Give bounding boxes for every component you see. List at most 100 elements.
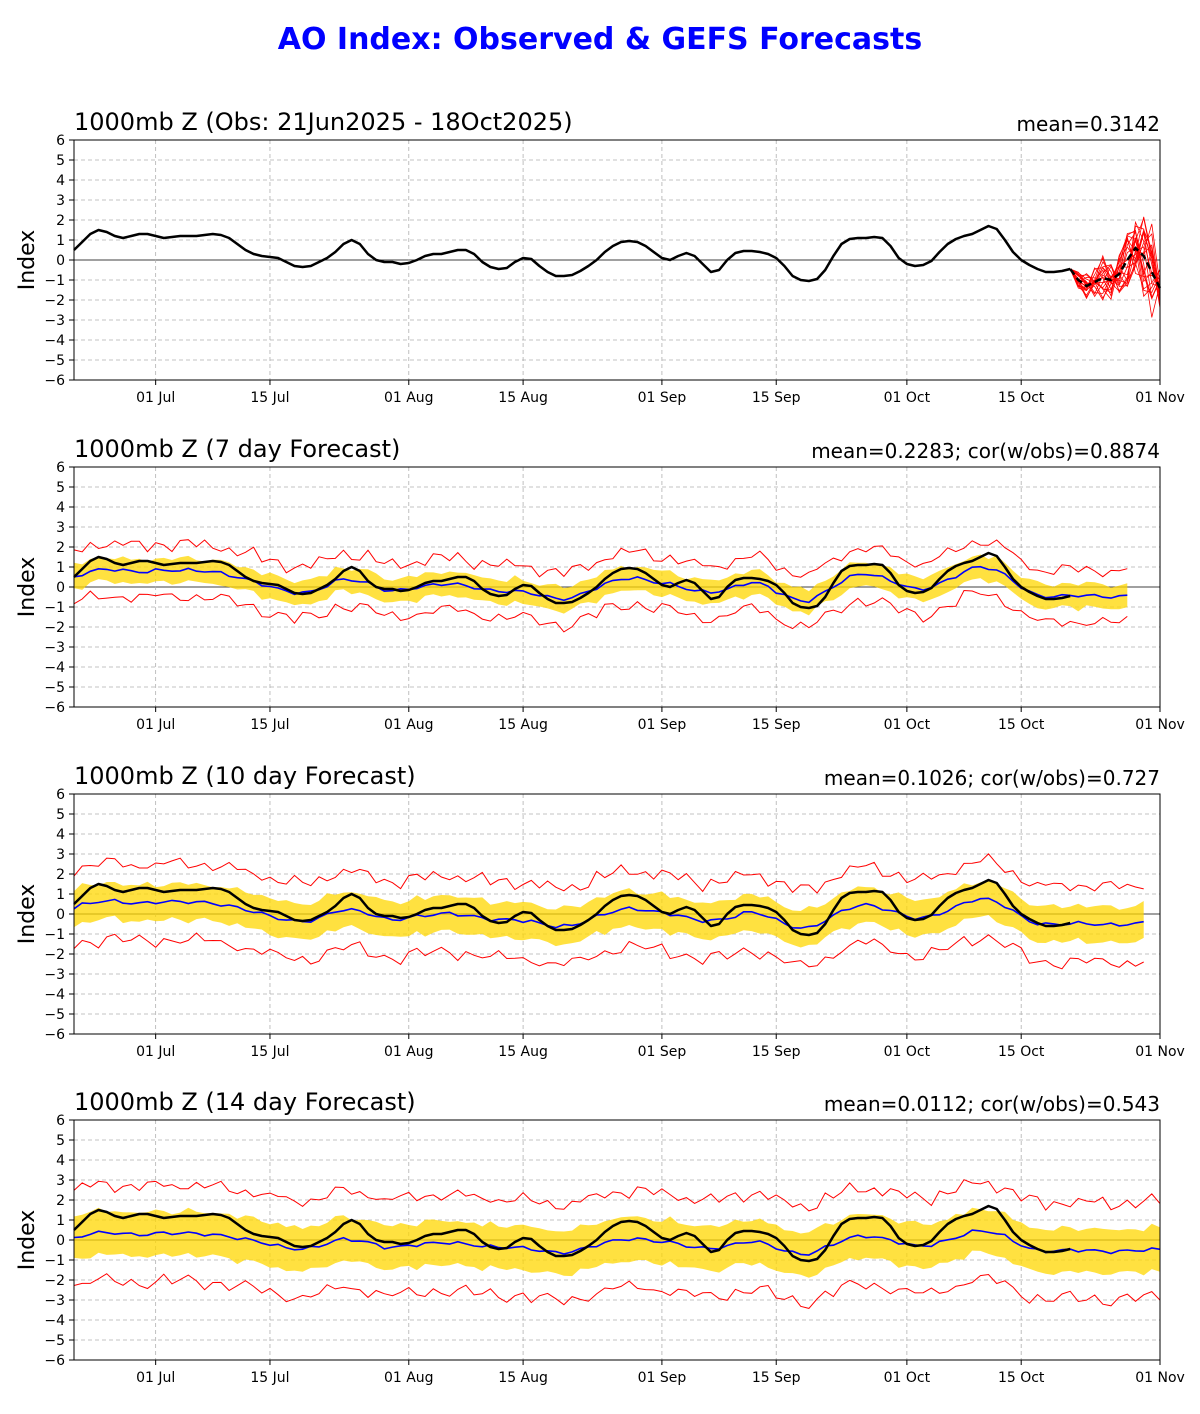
y-tick-label: −5 bbox=[44, 353, 65, 369]
x-tick-label: 01 Jul bbox=[136, 390, 175, 406]
panel-10day: 1000mb Z (10 day Forecast) mean=0.1026; … bbox=[0, 762, 1200, 1088]
y-axis-label: Index bbox=[15, 884, 40, 945]
x-tick-label: 15 Aug bbox=[498, 717, 548, 733]
x-tick-label: 01 Sep bbox=[638, 717, 687, 733]
ensemble-mean-line bbox=[73, 897, 1144, 929]
y-tick-label: 6 bbox=[56, 460, 65, 476]
plot-border bbox=[73, 793, 1161, 1035]
y-tick-label: −4 bbox=[44, 333, 65, 349]
panel-observed: 1000mb Z (Obs: 21Jun2025 - 18Oct2025) me… bbox=[0, 108, 1200, 434]
panel-title: 1000mb Z (14 day Forecast) bbox=[74, 1088, 416, 1116]
x-tick-label: 15 Sep bbox=[752, 1044, 801, 1060]
observed-line bbox=[73, 1204, 1071, 1263]
x-tick-label: 01 Aug bbox=[384, 390, 434, 406]
y-tick-label: −2 bbox=[44, 620, 65, 636]
observed-line bbox=[73, 878, 1071, 937]
y-tick-label: 3 bbox=[56, 847, 65, 863]
y-tick-label: 0 bbox=[56, 253, 65, 269]
observed-line bbox=[73, 224, 1071, 283]
y-tick-label: 4 bbox=[56, 827, 65, 843]
x-tick-label: 01 Nov bbox=[1135, 717, 1185, 733]
y-tick-label: −5 bbox=[44, 1333, 65, 1349]
y-tick-label: 0 bbox=[56, 580, 65, 596]
y-tick-label: −3 bbox=[44, 1293, 65, 1309]
panel-7day: 1000mb Z (7 day Forecast) mean=0.2283; c… bbox=[0, 435, 1200, 761]
y-tick-label: 5 bbox=[56, 1133, 65, 1149]
x-tick-label: 01 Sep bbox=[638, 390, 687, 406]
x-tick-label: 01 Nov bbox=[1135, 1370, 1185, 1386]
y-tick-label: 5 bbox=[56, 807, 65, 823]
y-tick-label: −3 bbox=[44, 313, 65, 329]
x-tick-label: 01 Aug bbox=[384, 717, 434, 733]
ensemble-max-line bbox=[73, 853, 1144, 894]
y-tick-label: 5 bbox=[56, 480, 65, 496]
forecast-14day-chart: −6 −5 −4 −3 −2 −1 0 1 2 3 4 5 6 01 Jul 15 Jul 01 Aug 15 … bbox=[15, 1113, 1185, 1386]
ensemble-min-line bbox=[73, 932, 1144, 970]
y-tick-label: 4 bbox=[56, 500, 65, 516]
ensemble-spread-band bbox=[74, 1207, 1160, 1278]
x-tick-label: 15 Sep bbox=[752, 1370, 801, 1386]
y-tick-label: −3 bbox=[44, 640, 65, 656]
y-tick-label: 5 bbox=[56, 153, 65, 169]
x-tick-label: 01 Jul bbox=[136, 1370, 175, 1386]
x-tick-label: 15 Jul bbox=[250, 1370, 289, 1386]
y-tick-label: −4 bbox=[44, 987, 65, 1003]
y-tick-label: 1 bbox=[56, 233, 65, 249]
y-tick-label: 2 bbox=[56, 1193, 65, 1209]
panel-title: 1000mb Z (10 day Forecast) bbox=[74, 762, 416, 790]
y-tick-label: 1 bbox=[56, 1213, 65, 1229]
y-tick-label: −5 bbox=[44, 680, 65, 696]
y-tick-label: 3 bbox=[56, 193, 65, 209]
y-tick-label: 3 bbox=[56, 520, 65, 536]
plot-border bbox=[73, 1119, 1161, 1361]
x-tick-label: 01 Oct bbox=[884, 390, 931, 406]
x-tick-label: 01 Aug bbox=[384, 1370, 434, 1386]
y-axis-label: Index bbox=[15, 1210, 40, 1271]
x-tick-label: 15 Jul bbox=[250, 717, 289, 733]
x-tick-label: 15 Oct bbox=[998, 390, 1045, 406]
x-tick-label: 01 Sep bbox=[638, 1044, 687, 1060]
forecast-7day-chart: −6 −5 −4 −3 −2 −1 0 1 2 3 4 5 6 01 Jul 15 Jul 01 Aug 15 … bbox=[15, 460, 1185, 733]
y-tick-label: 2 bbox=[56, 867, 65, 883]
y-tick-label: −1 bbox=[44, 600, 65, 616]
y-tick-label: −6 bbox=[44, 700, 65, 716]
y-tick-label: 6 bbox=[56, 787, 65, 803]
y-tick-label: −3 bbox=[44, 967, 65, 983]
x-tick-label: 15 Aug bbox=[498, 1370, 548, 1386]
forecast-mean-line bbox=[1069, 246, 1162, 289]
y-axis-label: Index bbox=[15, 557, 40, 618]
y-tick-label: 1 bbox=[56, 887, 65, 903]
x-tick-label: 01 Nov bbox=[1135, 390, 1185, 406]
y-tick-label: −6 bbox=[44, 373, 65, 389]
y-tick-label: 6 bbox=[56, 133, 65, 149]
panel-title: 1000mb Z (Obs: 21Jun2025 - 18Oct2025) bbox=[74, 108, 573, 136]
y-tick-label: −5 bbox=[44, 1007, 65, 1023]
x-tick-label: 15 Jul bbox=[250, 390, 289, 406]
forecast-10day-chart: −6 −5 −4 −3 −2 −1 0 1 2 3 4 5 6 01 Jul 15 Jul 01 Aug 15 … bbox=[15, 787, 1185, 1060]
y-tick-label: −2 bbox=[44, 293, 65, 309]
y-tick-label: −1 bbox=[44, 1253, 65, 1269]
x-tick-label: 15 Jul bbox=[250, 1044, 289, 1060]
y-tick-label: −4 bbox=[44, 660, 65, 676]
y-tick-label: −1 bbox=[44, 927, 65, 943]
y-tick-label: 0 bbox=[56, 1233, 65, 1249]
x-tick-label: 01 Sep bbox=[638, 1370, 687, 1386]
panel-14day: 1000mb Z (14 day Forecast) mean=0.0112; … bbox=[0, 1088, 1200, 1414]
ensemble-spread-band bbox=[74, 554, 1128, 616]
y-tick-label: 3 bbox=[56, 1173, 65, 1189]
x-tick-label: 15 Oct bbox=[998, 717, 1045, 733]
panel-title: 1000mb Z (7 day Forecast) bbox=[74, 435, 401, 463]
y-tick-label: 4 bbox=[56, 1153, 65, 1169]
panel-stats: mean=0.2283; cor(w/obs)=0.8874 bbox=[811, 439, 1160, 463]
plot-border bbox=[73, 139, 1161, 381]
panel-stats: mean=0.0112; cor(w/obs)=0.543 bbox=[823, 1092, 1160, 1116]
panel-stats: mean=0.1026; cor(w/obs)=0.727 bbox=[823, 766, 1160, 790]
panel-stats: mean=0.3142 bbox=[1016, 112, 1160, 136]
x-tick-label: 15 Aug bbox=[498, 1044, 548, 1060]
x-tick-label: 01 Oct bbox=[884, 1044, 931, 1060]
y-tick-label: 4 bbox=[56, 173, 65, 189]
x-tick-label: 15 Sep bbox=[752, 390, 801, 406]
ensemble-member-line bbox=[1069, 223, 1161, 300]
ensemble-mean-line bbox=[73, 1229, 1161, 1256]
x-tick-label: 15 Oct bbox=[998, 1044, 1045, 1060]
